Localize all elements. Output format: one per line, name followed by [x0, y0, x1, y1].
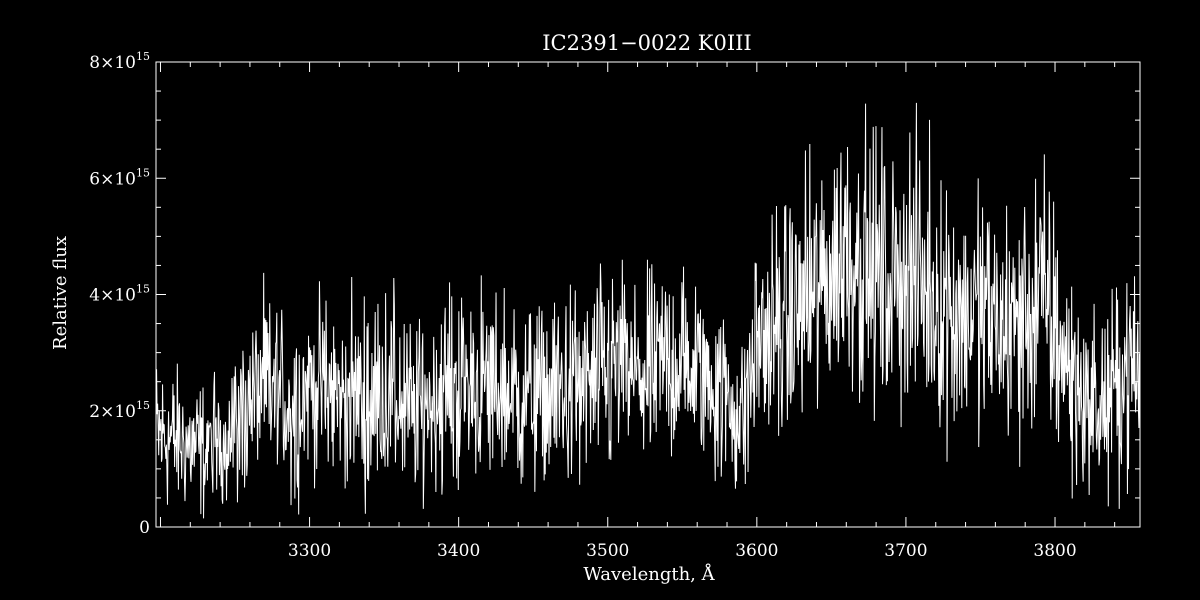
x-tick-label: 3400: [437, 541, 480, 561]
x-tick-label: 3300: [288, 541, 331, 561]
spectrum-line: [155, 102, 1141, 519]
x-axis-label: Wavelength, Å: [583, 563, 715, 585]
y-tick-label: 8×1015: [89, 50, 150, 73]
x-tick-label: 3700: [884, 541, 927, 561]
x-tick-label: 3800: [1033, 541, 1076, 561]
y-tick-label: 6×1015: [89, 166, 150, 189]
x-tick-label: 3600: [735, 541, 778, 561]
x-tick-label: 3500: [586, 541, 629, 561]
y-tick-label: 0: [139, 518, 150, 538]
y-tick-label: 2×1015: [89, 399, 150, 422]
plot-area: 3300 3400 3500 3600 3700 3800 0 2×1015 4×1015 6×1…: [89, 50, 1141, 561]
chart-title: IC2391−0022 K0III: [542, 31, 751, 55]
y-tick-label: 4×1015: [89, 283, 150, 306]
y-axis-label: Relative flux: [50, 236, 71, 350]
